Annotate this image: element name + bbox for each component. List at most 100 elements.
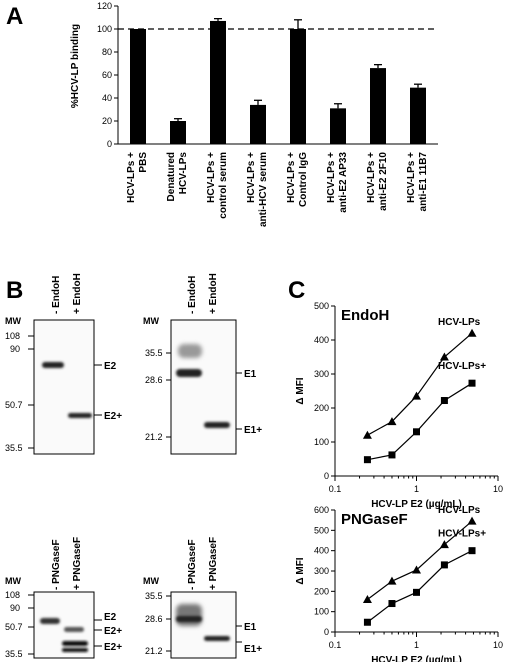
x-tick-label: 10 — [493, 640, 503, 650]
y-tick-label: 0 — [324, 627, 329, 637]
y-tick-label: 200 — [314, 403, 329, 413]
gel-lane-label: + PNGaseF — [208, 537, 219, 590]
gel-frame — [33, 319, 95, 455]
marker-ticks — [28, 594, 34, 655]
gel-smear — [178, 344, 202, 358]
y-tick-label: 120 — [97, 1, 112, 11]
mw-label: MW — [143, 316, 159, 326]
point-triangle — [412, 565, 421, 574]
x-tick-label: Denatured — [166, 152, 177, 201]
mw-marker: 21.2 — [145, 432, 163, 442]
point-triangle — [467, 328, 477, 337]
point-triangle — [467, 516, 477, 525]
x-tick-label: HCV-LPs + — [366, 152, 377, 203]
mw-marker: 108 — [5, 331, 20, 341]
line-chart-endoh: 0 100 200 300 400 500 0.1 1 10 HCV-LP E2 (µg/mL) Δ… — [295, 301, 503, 510]
x-tick-label: HCV-LPs + — [206, 152, 217, 203]
point-square — [388, 600, 396, 608]
point-square — [363, 618, 371, 626]
point-triangle — [439, 352, 449, 361]
band-label: E1 — [244, 369, 257, 380]
panel-label-b: B — [6, 277, 23, 304]
point-square — [440, 561, 448, 569]
series-label: HCV-LPs+ — [438, 529, 486, 540]
marker-ticks — [166, 352, 171, 438]
x-tick-label: PBS — [138, 152, 149, 173]
gel-lane-label: - PNGaseF — [51, 539, 62, 590]
gel-frame — [170, 319, 237, 455]
gel-endoh-e1: - EndoH + EndoH MW 35.5 28.6 21.2 E1 E1+ — [143, 273, 262, 455]
series-label: HCV-LPs+ — [438, 361, 486, 372]
line-chart-pngasef: 0 100 200 300 400 500 600 0.1 1 10 HCV-LP E2 (µg/m… — [295, 505, 503, 662]
bar — [410, 87, 426, 144]
mw-marker: 90 — [10, 603, 20, 613]
mw-marker: 50.7 — [5, 400, 23, 410]
x-tick-label: control serum — [218, 152, 229, 219]
mw-marker: 90 — [10, 344, 20, 354]
gel-band — [62, 641, 88, 646]
y-axis-label: %HCV-LP binding — [70, 24, 81, 108]
x-tick-label: 0.1 — [329, 484, 342, 494]
mw-marker: 50.7 — [5, 622, 23, 632]
point-triangle — [439, 540, 449, 549]
bar — [130, 29, 146, 144]
point-square — [413, 588, 420, 596]
y-tick-label: 0 — [107, 139, 112, 149]
mw-marker: 28.6 — [145, 375, 163, 385]
gel-band — [204, 422, 230, 428]
marker-ticks — [166, 595, 171, 652]
panel-label-a: A — [6, 3, 23, 30]
mw-label: MW — [5, 576, 21, 586]
mw-marker: 35.5 — [145, 591, 163, 601]
mw-marker: 28.6 — [145, 614, 163, 624]
x-tick-label: anti-E2 AP33 — [338, 152, 349, 213]
chart-title: EndoH — [341, 307, 389, 324]
x-tick-label: 0.1 — [329, 640, 342, 650]
mw-marker: 35.5 — [145, 348, 163, 358]
point-triangle — [412, 391, 421, 400]
y-tick-label: 100 — [314, 437, 329, 447]
point-triangle — [387, 576, 397, 585]
chart-title: PNGaseF — [341, 511, 408, 528]
series-line — [367, 550, 473, 623]
gel-lane-label: + PNGaseF — [72, 537, 83, 590]
x-tick-label: anti-HCV serum — [258, 152, 269, 227]
gel-band — [204, 636, 230, 641]
band-label: E1+ — [244, 644, 262, 655]
gel-band — [68, 413, 92, 418]
x-axis-label: HCV-LP E2 (µg/mL) — [371, 499, 462, 510]
y-tick-label: 400 — [314, 335, 329, 345]
western-blot-panels: - EndoH + EndoH MW 108 90 50.7 35.5 E2 E… — [5, 273, 262, 659]
gel-frame — [33, 591, 95, 659]
series-line — [367, 332, 473, 436]
y-tick-label: 20 — [102, 116, 112, 126]
bar — [370, 68, 386, 144]
x-tick-label: 1 — [414, 484, 419, 494]
x-tick-label: 1 — [414, 640, 419, 650]
mw-marker: 35.5 — [5, 443, 23, 453]
y-tick-label: 40 — [102, 93, 112, 103]
x-tick-label: HCV-LPs + — [326, 152, 337, 203]
y-tick-label: 80 — [102, 47, 112, 57]
gel-band — [176, 369, 202, 377]
band-label: E2+ — [104, 642, 122, 653]
y-tick-label: 300 — [314, 369, 329, 379]
y-tick-label: 200 — [314, 586, 329, 596]
band-label: E2+ — [104, 626, 122, 637]
band-label: E2+ — [104, 411, 122, 422]
band-label: E1+ — [244, 425, 262, 436]
band-label: E1 — [244, 622, 257, 633]
mw-label: MW — [143, 576, 159, 586]
y-tick-label: 600 — [314, 505, 329, 515]
gel-pngasef-e2: - PNGaseF + PNGaseF MW 108 90 50.7 35.5 … — [5, 537, 122, 659]
y-tick-label: 0 — [324, 471, 329, 481]
gel-band — [40, 618, 60, 624]
y-axis-label: Δ MFI — [295, 557, 306, 584]
y-tick-label: 100 — [314, 607, 329, 617]
gel-lane-label: - PNGaseF — [187, 539, 198, 590]
mw-label: MW — [5, 316, 21, 326]
mw-marker: 35.5 — [5, 649, 23, 659]
point-square — [413, 428, 420, 436]
x-tick-label: HCV-LPs + — [126, 152, 137, 203]
point-square — [468, 547, 476, 555]
